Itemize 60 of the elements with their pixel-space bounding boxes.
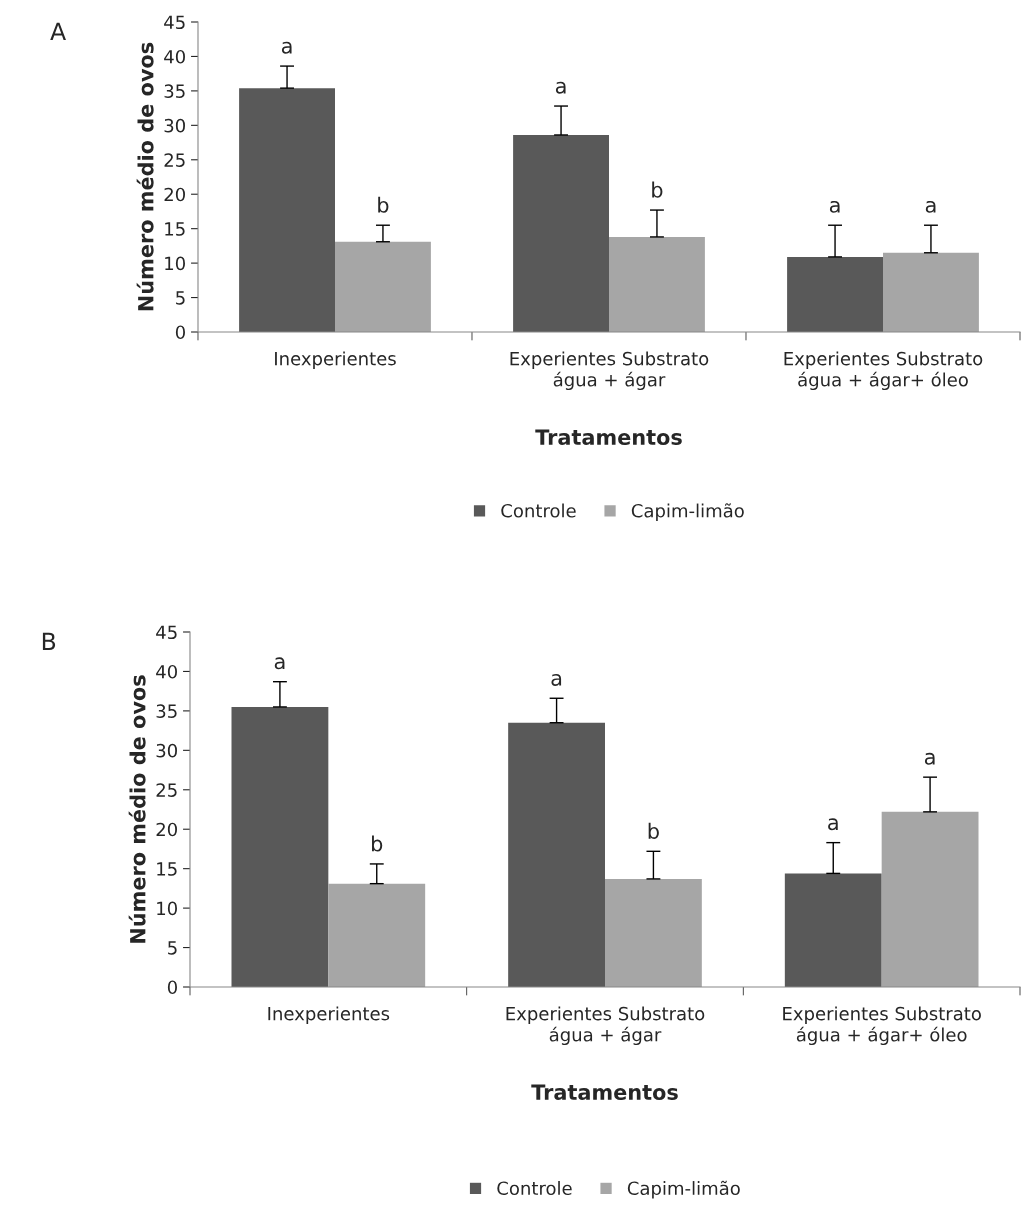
data-label: a	[555, 81, 566, 94]
data-label: a	[924, 752, 935, 765]
x-tick-label: Inexperientes	[275, 351, 396, 369]
y-tick-label: 40	[164, 49, 185, 64]
bar	[508, 722, 605, 987]
text: A	[50, 22, 66, 40]
y-tick-label: 30	[156, 743, 177, 758]
y-axis-title: Número médio de ovos	[128, 675, 146, 943]
legend-label: Controle	[497, 1181, 572, 1196]
bar	[513, 134, 609, 332]
legend-label: Capim-limão	[627, 1180, 740, 1199]
y-tick-label: 35	[156, 704, 177, 719]
bar	[231, 706, 329, 987]
y-tick-label: 25	[164, 153, 185, 167]
data-label: a	[828, 818, 838, 831]
x-axis-title: Tratamentos	[535, 429, 682, 446]
y-tick-label: 25	[156, 783, 177, 797]
y-tick-label: 35	[164, 84, 185, 99]
bar	[787, 256, 883, 332]
bar	[881, 811, 979, 987]
x-tick-label: Experientes Substrato água + ágar+ óleo	[783, 1006, 981, 1045]
y-tick-label: 45	[164, 15, 185, 30]
y-tick-label: 45	[156, 625, 177, 640]
bar	[883, 252, 979, 332]
x-tick-label: Experientes Substrato água + ágar	[506, 1006, 705, 1045]
y-tick-label: 40	[156, 664, 177, 679]
y-tick-label: 20	[164, 187, 185, 202]
y-tick-label: 10	[157, 901, 177, 916]
data-label: a	[551, 673, 562, 686]
y-tick-label: 5	[168, 941, 177, 955]
y-tick-label: 10	[165, 256, 185, 271]
data-label: a	[274, 657, 285, 670]
y-tick-label: 15	[157, 862, 177, 876]
data-label: b	[652, 181, 663, 198]
x-axis-title: Tratamentos	[531, 1084, 678, 1101]
data-label: a	[925, 200, 936, 213]
bar	[335, 241, 431, 332]
data-label: a	[829, 200, 840, 213]
bar	[784, 873, 882, 987]
y-tick-label: 20	[156, 822, 177, 837]
legend-label: Controle	[501, 503, 576, 518]
bar	[328, 883, 426, 987]
bar	[239, 88, 335, 332]
y-tick-label: 0	[167, 980, 177, 995]
data-label: b	[378, 196, 389, 213]
text: B	[42, 632, 56, 650]
y-tick-label: 30	[164, 118, 185, 133]
bar	[609, 236, 705, 332]
data-label: b	[372, 835, 383, 852]
bar	[605, 878, 702, 987]
y-tick-label: 0	[175, 325, 185, 340]
x-tick-label: Experientes Substrato água + ágar	[510, 351, 709, 390]
x-tick-label: Inexperientes	[268, 1006, 390, 1024]
data-label: a	[281, 41, 292, 54]
x-tick-label: Experientes Substrato água + ágar+ óleo	[784, 351, 983, 390]
y-tick-label: 15	[165, 222, 185, 236]
y-tick-label: 5	[176, 291, 185, 305]
data-label: b	[648, 822, 659, 839]
y-axis-title: Número médio de ovos	[136, 42, 154, 311]
legend-label: Capim-limão	[631, 503, 744, 522]
